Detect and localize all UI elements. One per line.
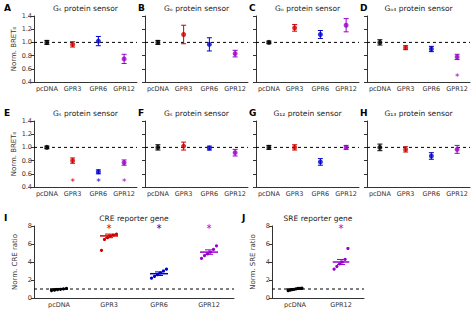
svg-text:CRE reporter gene: CRE reporter gene <box>99 214 169 223</box>
svg-text:1.2: 1.2 <box>22 130 32 138</box>
svg-text:GPR6: GPR6 <box>423 85 441 93</box>
svg-text:Gₒ protein sensor: Gₒ protein sensor <box>275 4 341 13</box>
svg-text:B: B <box>138 3 145 13</box>
svg-text:GPR6: GPR6 <box>201 85 219 93</box>
svg-text:GPR3: GPR3 <box>397 85 415 93</box>
svg-text:Norm. BRET₀: Norm. BRET₀ <box>10 131 18 176</box>
svg-text:GPR3: GPR3 <box>175 190 193 198</box>
svg-text:0.6: 0.6 <box>22 170 32 178</box>
svg-text:E: E <box>4 108 10 118</box>
svg-text:GPR3: GPR3 <box>64 85 82 93</box>
svg-text:GPR12: GPR12 <box>224 190 246 198</box>
svg-text:pcDNA: pcDNA <box>284 301 307 309</box>
svg-text:GPR12: GPR12 <box>113 190 135 198</box>
svg-text:Gₛ protein sensor: Gₛ protein sensor <box>53 4 119 13</box>
svg-text:Gₒ protein sensor: Gₒ protein sensor <box>164 4 230 13</box>
svg-text:GPR3: GPR3 <box>397 190 415 198</box>
svg-text:*: * <box>96 177 101 187</box>
svg-text:C: C <box>249 3 256 13</box>
svg-text:pcDNA: pcDNA <box>258 190 281 198</box>
svg-text:0.6: 0.6 <box>22 65 32 73</box>
svg-text:GPR12: GPR12 <box>335 85 357 93</box>
svg-text:GPR6: GPR6 <box>423 190 441 198</box>
svg-text:Norm. BRET₀: Norm. BRET₀ <box>10 26 18 71</box>
svg-text:4: 4 <box>28 258 32 266</box>
svg-text:1.0: 1.0 <box>22 143 32 151</box>
svg-text:2: 2 <box>266 276 270 284</box>
svg-text:GPR12: GPR12 <box>335 190 357 198</box>
svg-text:*: * <box>157 223 162 234</box>
svg-text:GPR12: GPR12 <box>330 301 352 309</box>
svg-text:*: * <box>455 72 460 82</box>
svg-text:0.4: 0.4 <box>22 78 32 86</box>
svg-text:pcDNA: pcDNA <box>36 85 59 93</box>
svg-text:0.4: 0.4 <box>22 183 32 191</box>
svg-text:GPR6: GPR6 <box>150 301 168 309</box>
svg-text:GPR6: GPR6 <box>312 190 330 198</box>
svg-text:J: J <box>241 213 245 223</box>
svg-text:*: * <box>122 177 127 187</box>
svg-text:F: F <box>138 108 144 118</box>
svg-text:*: * <box>107 223 112 234</box>
svg-text:G₁₂ protein sensor: G₁₂ protein sensor <box>273 109 342 118</box>
svg-text:*: * <box>70 177 75 187</box>
svg-text:GPR6: GPR6 <box>90 85 108 93</box>
svg-text:Gₒ₄ protein sensor: Gₒ₄ protein sensor <box>384 4 453 13</box>
svg-text:pcDNA: pcDNA <box>147 190 170 198</box>
svg-text:Gₛ protein sensor: Gₛ protein sensor <box>164 109 230 118</box>
svg-text:pcDNA: pcDNA <box>369 85 392 93</box>
svg-text:pcDNA: pcDNA <box>36 190 59 198</box>
svg-text:0: 0 <box>28 294 32 302</box>
svg-text:I: I <box>4 213 7 223</box>
svg-text:Gₛ protein sensor: Gₛ protein sensor <box>53 109 119 118</box>
svg-text:GPR3: GPR3 <box>64 190 82 198</box>
svg-text:6: 6 <box>28 240 32 248</box>
svg-text:GPR3: GPR3 <box>286 190 304 198</box>
svg-text:H: H <box>360 108 368 118</box>
svg-text:Norm. SRE ratio: Norm. SRE ratio <box>249 234 257 290</box>
svg-text:A: A <box>4 3 11 13</box>
svg-text:0.8: 0.8 <box>22 52 32 60</box>
svg-text:GPR12: GPR12 <box>198 301 220 309</box>
svg-text:GPR6: GPR6 <box>201 190 219 198</box>
svg-text:pcDNA: pcDNA <box>369 190 392 198</box>
svg-text:8: 8 <box>28 222 32 230</box>
svg-text:pcDNA: pcDNA <box>48 301 71 309</box>
svg-text:6: 6 <box>266 240 270 248</box>
svg-text:0.8: 0.8 <box>22 157 32 165</box>
svg-text:GPR12: GPR12 <box>113 85 135 93</box>
svg-text:*: * <box>207 223 212 234</box>
svg-text:SRE reporter gene: SRE reporter gene <box>284 214 353 223</box>
svg-text:1.4: 1.4 <box>22 117 32 125</box>
svg-text:GPR3: GPR3 <box>286 85 304 93</box>
svg-text:GPR3: GPR3 <box>100 301 118 309</box>
svg-text:G: G <box>249 108 256 118</box>
svg-text:G₁₃ protein sensor: G₁₃ protein sensor <box>384 109 453 118</box>
svg-text:1.0: 1.0 <box>22 38 32 46</box>
svg-text:Norm. CRE ratio: Norm. CRE ratio <box>11 234 19 290</box>
svg-text:1.2: 1.2 <box>22 25 32 33</box>
svg-text:GPR6: GPR6 <box>90 190 108 198</box>
svg-text:2: 2 <box>28 276 32 284</box>
svg-text:GPR12: GPR12 <box>446 190 468 198</box>
svg-text:1.4: 1.4 <box>22 12 32 20</box>
svg-text:D: D <box>360 3 367 13</box>
svg-text:GPR12: GPR12 <box>446 85 468 93</box>
svg-text:pcDNA: pcDNA <box>258 85 281 93</box>
svg-text:4: 4 <box>266 258 270 266</box>
svg-text:8: 8 <box>266 222 270 230</box>
svg-text:pcDNA: pcDNA <box>147 85 170 93</box>
svg-text:0: 0 <box>266 294 270 302</box>
svg-text:GPR12: GPR12 <box>224 85 246 93</box>
svg-text:*: * <box>339 223 344 234</box>
svg-text:GPR6: GPR6 <box>312 85 330 93</box>
svg-text:GPR3: GPR3 <box>175 85 193 93</box>
